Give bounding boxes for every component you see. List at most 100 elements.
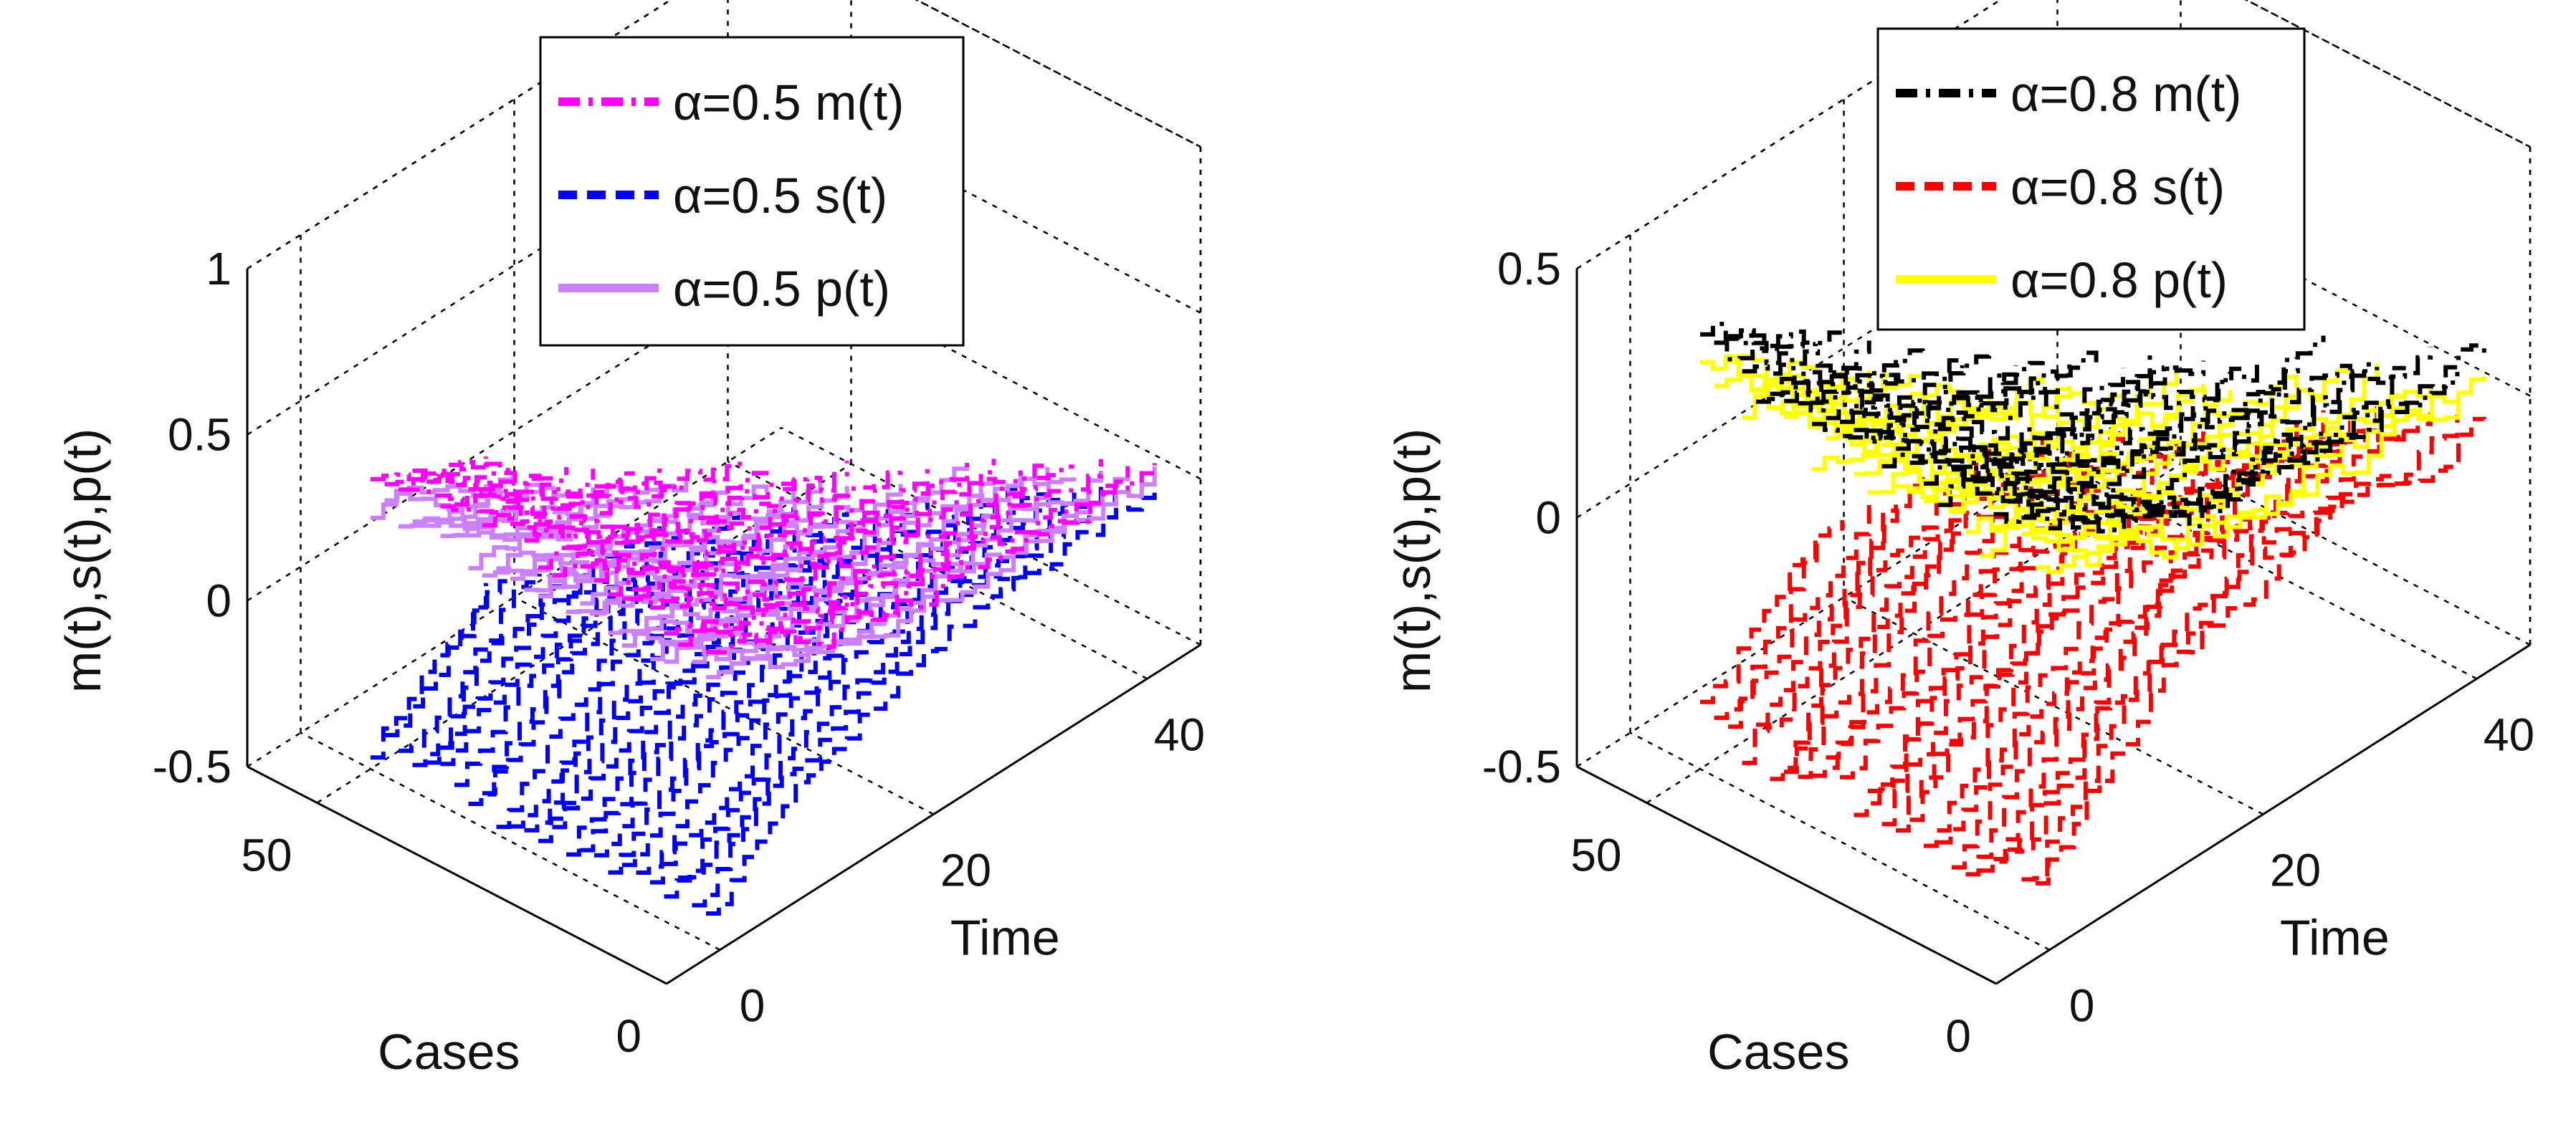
- y-tick-label: 50: [1570, 830, 1621, 881]
- series-trace: [2036, 416, 2486, 886]
- legend-label: α=0.8 s(t): [2010, 159, 2225, 215]
- series-trace: [692, 484, 1130, 908]
- series-trace: [1965, 363, 2352, 507]
- series-trace: [580, 509, 903, 853]
- z-axis-label: m(t),s(t),p(t): [55, 428, 111, 693]
- series-trace: [706, 463, 1157, 655]
- series-0-traces: [371, 456, 1157, 655]
- series-trace: [2036, 376, 2486, 575]
- series-trace: [384, 475, 515, 512]
- data-traces: [371, 456, 1157, 916]
- z-axis-label: m(t),s(t),p(t): [1385, 428, 1441, 693]
- series-1-traces: [371, 483, 1157, 916]
- tick-labels: -0.5 0 0.5 0 20 40 0 50: [1482, 243, 2534, 1062]
- series-trace: [580, 466, 903, 579]
- series-trace: [1812, 360, 2045, 441]
- series-trace: [2008, 412, 2433, 854]
- series-trace: [1909, 371, 2233, 470]
- gridline: [1646, 463, 2182, 804]
- series-trace: [678, 486, 1103, 880]
- x-axis-label: Time: [2280, 910, 2390, 966]
- axes-box: [246, 0, 1202, 985]
- gridline: [316, 463, 852, 804]
- left-3d-plot: -0.5 0 0.5 1 0 20 40 0 50 m(t),s(t),p(t) Time Cases…: [55, 0, 1205, 1080]
- series-trace: [1896, 360, 2206, 469]
- tick-labels: -0.5 0 0.5 1 0 20 40 0 50: [153, 243, 1205, 1062]
- series-trace: [552, 486, 849, 589]
- series-trace: [524, 479, 796, 545]
- legend-label: α=0.5 m(t): [673, 75, 905, 130]
- gridline: [1629, 732, 2051, 951]
- series-trace: [552, 461, 849, 577]
- series-trace: [412, 467, 569, 488]
- series-trace: [706, 483, 1157, 916]
- series-trace: [1924, 434, 2259, 848]
- x-axis-label: Time: [950, 910, 1060, 966]
- box-edge: [2244, 0, 2531, 148]
- series-trace: [538, 522, 823, 843]
- series-trace: [384, 461, 515, 486]
- box-edge: [247, 0, 672, 270]
- series-trace: [1770, 358, 1965, 401]
- series-trace: [566, 517, 877, 857]
- series-trace: [1756, 374, 1925, 416]
- x-tick-label: 0: [740, 980, 765, 1032]
- series-trace: [371, 582, 488, 760]
- gridline: [247, 426, 782, 768]
- right-3d-plot: -0.5 0 0.5 0 20 40 0 50 m(t),s(t),p(t) Time Cases α…: [1385, 0, 2534, 1080]
- z-tick-label: 0.5: [168, 409, 232, 461]
- y-tick-label: 0: [1945, 1010, 1971, 1062]
- y-tick-label: 0: [616, 1010, 641, 1062]
- axis-line: [1995, 643, 2531, 985]
- series-trace: [468, 480, 689, 517]
- series-trace: [496, 511, 743, 830]
- series-trace: [1881, 442, 2179, 827]
- y-tick-label: 50: [241, 830, 292, 881]
- z-tick-label: -0.5: [153, 741, 232, 792]
- z-tick-label: 1: [206, 243, 232, 294]
- series-trace: [650, 464, 1050, 618]
- x-tick-label: 40: [1154, 709, 1205, 760]
- gridline: [1576, 178, 2112, 519]
- series-trace: [1784, 447, 1992, 775]
- series-trace: [510, 534, 769, 829]
- axis-labels: m(t),s(t),p(t) Time Cases: [55, 428, 1060, 1080]
- axis-line: [666, 643, 1201, 985]
- axis-line: [247, 765, 667, 985]
- series-trace: [2021, 415, 2460, 882]
- series-trace: [1826, 357, 2072, 421]
- z-tick-label: -0.5: [1482, 741, 1561, 792]
- box-edge: [915, 0, 1201, 148]
- x-tick-label: 0: [2069, 980, 2095, 1032]
- series-trace: [538, 476, 823, 599]
- legend-label: α=0.5 s(t): [673, 168, 887, 224]
- gridline: [1576, 426, 2112, 768]
- series-trace: [2021, 372, 2460, 534]
- legend-label: α=0.5 p(t): [673, 261, 890, 317]
- series-trace: [1952, 335, 2326, 507]
- series-trace: [1756, 476, 1925, 730]
- series-trace: [1993, 365, 2406, 524]
- gridline: [300, 732, 721, 951]
- series-trace: [426, 550, 596, 765]
- series-trace: [1812, 437, 2045, 778]
- series-trace: [426, 487, 596, 532]
- series-trace: [636, 470, 1023, 607]
- series-trace: [482, 465, 715, 528]
- data-traces: [1700, 322, 2486, 886]
- series-trace: [678, 459, 1103, 647]
- gridline: [513, 596, 935, 815]
- series-trace: [594, 469, 930, 583]
- series-trace: [1798, 472, 2018, 780]
- series-trace: [1826, 386, 2072, 454]
- x-tick-label: 40: [2484, 709, 2534, 760]
- y-axis-label: Cases: [378, 1024, 520, 1080]
- legend-box: [539, 36, 965, 347]
- series-trace: [1798, 365, 2018, 413]
- series-trace: [1826, 451, 2072, 760]
- series-trace: [608, 466, 970, 636]
- series-trace: [2036, 343, 2486, 529]
- series-trace: [664, 490, 1077, 899]
- series-trace: [468, 528, 689, 806]
